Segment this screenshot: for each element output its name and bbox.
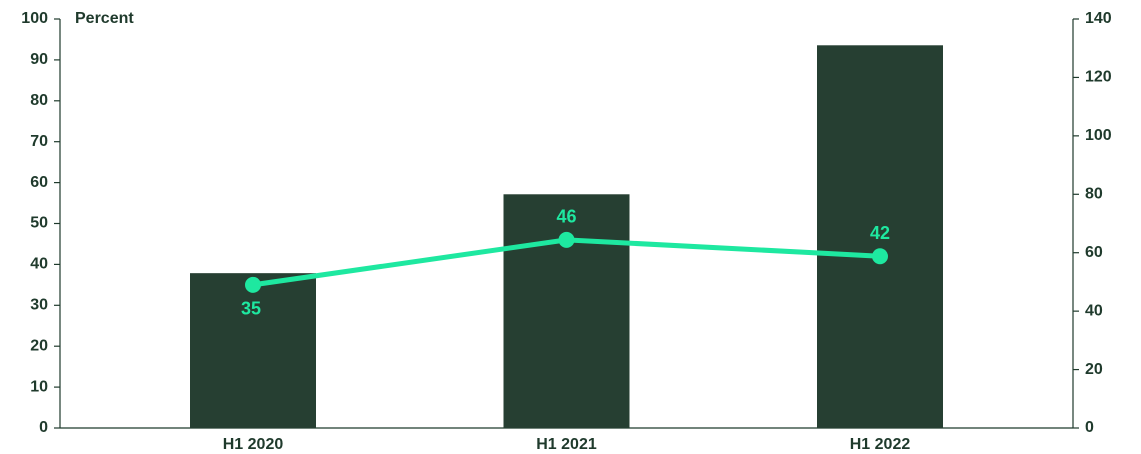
- x-tick-label: H1 2021: [536, 436, 597, 453]
- y-tick-label: 80: [30, 92, 48, 109]
- y2-tick-label: 0: [1085, 419, 1094, 436]
- y-tick-label: 50: [30, 215, 48, 232]
- data-label: 35: [241, 299, 261, 319]
- y-tick-label: 20: [30, 337, 48, 354]
- y2-tick-label: 100: [1085, 127, 1112, 144]
- y-tick-label: 70: [30, 133, 48, 150]
- data-label: 46: [556, 207, 576, 227]
- y-tick-label: 40: [30, 256, 48, 273]
- x-tick-label: H1 2022: [850, 436, 911, 453]
- line-point: [872, 248, 888, 265]
- line-point: [245, 276, 261, 293]
- y2-tick-label: 40: [1085, 302, 1103, 319]
- data-label: 42: [870, 223, 890, 243]
- y2-tick-label: 60: [1085, 244, 1103, 261]
- x-tick-label: H1 2020: [223, 436, 284, 453]
- y-tick-label: 30: [30, 297, 48, 314]
- bar: [190, 273, 316, 428]
- y-tick-label: 10: [30, 378, 48, 395]
- y-axis-label: Percent: [75, 10, 134, 27]
- y2-tick-label: 140: [1085, 10, 1112, 27]
- y2-tick-label: 120: [1085, 69, 1112, 86]
- y-tick-label: 100: [21, 10, 48, 27]
- y2-tick-label: 20: [1085, 361, 1103, 378]
- bar: [817, 45, 943, 429]
- line-point: [558, 231, 575, 248]
- y-tick-label: 60: [30, 174, 48, 191]
- y-tick-label: 0: [39, 419, 48, 436]
- y-tick-label: 90: [30, 51, 48, 68]
- y2-tick-label: 80: [1085, 186, 1103, 203]
- bar: [503, 194, 630, 428]
